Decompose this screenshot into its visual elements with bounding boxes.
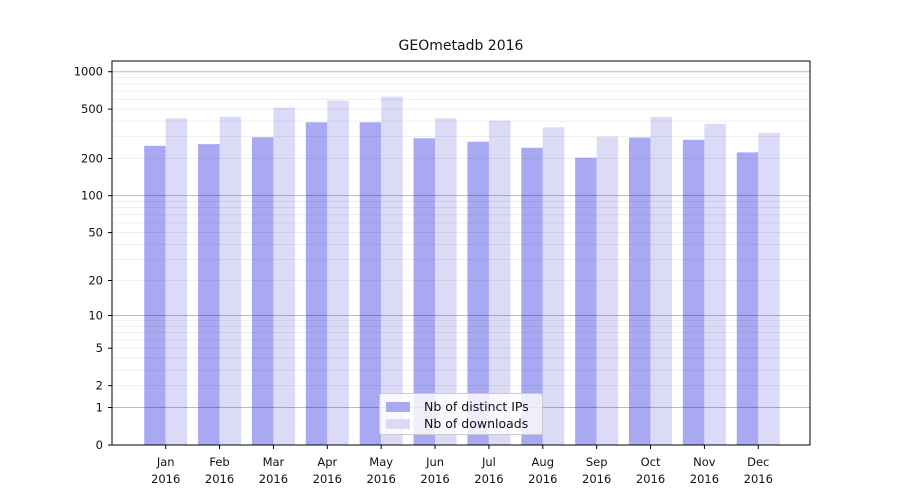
bar-distinct-ips-mar — [251, 137, 274, 445]
x-tick-label-month: Jul — [481, 455, 496, 469]
y-tick-label: 1000 — [74, 65, 103, 79]
bar-downloads-apr — [327, 100, 349, 445]
legend-swatch-downloads — [386, 418, 410, 429]
bar-downloads-jul — [488, 120, 511, 445]
x-tick-label-month: Nov — [693, 455, 716, 469]
y-tick-label: 1 — [96, 401, 103, 415]
y-tick-label: 2 — [96, 379, 103, 393]
y-tick-label: 50 — [88, 226, 103, 240]
bar-distinct-ips-feb — [198, 144, 220, 445]
bar-downloads-jan — [165, 118, 188, 446]
x-tick-label-year: 2016 — [636, 472, 665, 486]
bar-distinct-ips-jun — [413, 138, 436, 445]
legend-row-distinct-ips: Nb of distinct IPs — [386, 398, 542, 415]
bar-distinct-ips-jul — [467, 141, 489, 446]
x-tick-label-year: 2016 — [474, 472, 503, 486]
y-tick-label: 10 — [88, 308, 103, 322]
x-tick-label-year: 2016 — [528, 472, 557, 486]
bar-downloads-mar — [273, 107, 295, 445]
legend-row-downloads: Nb of downloads — [386, 415, 542, 432]
x-tick-label-month: Apr — [317, 455, 337, 469]
y-tick-label: 200 — [81, 151, 103, 165]
x-tick-label-year: 2016 — [205, 472, 234, 486]
x-tick-label-month: May — [369, 455, 393, 469]
legend-label-downloads: Nb of downloads — [424, 416, 529, 431]
y-tick-label: 100 — [81, 189, 103, 203]
x-tick-label-year: 2016 — [582, 472, 611, 486]
x-tick-label-month: Feb — [209, 455, 229, 469]
y-tick-label: 0 — [96, 438, 103, 452]
bar-distinct-ips-oct — [629, 137, 651, 445]
x-tick-label-year: 2016 — [259, 472, 288, 486]
x-tick-label-month: Dec — [747, 455, 769, 469]
x-tick-label-year: 2016 — [690, 472, 719, 486]
bar-downloads-aug — [542, 127, 565, 445]
x-tick-label-year: 2016 — [744, 472, 773, 486]
bar-distinct-ips-may — [359, 122, 382, 445]
plot-border — [111, 60, 811, 446]
legend-label-distinct-ips: Nb of distinct IPs — [424, 399, 529, 414]
bar-downloads-nov — [704, 123, 726, 445]
bar-distinct-ips-apr — [305, 122, 328, 445]
bar-downloads-sep — [596, 136, 619, 445]
y-tick-label: 500 — [81, 102, 103, 116]
bar-downloads-may — [381, 96, 403, 445]
x-tick-label-month: Sep — [586, 455, 608, 469]
legend-swatch-distinct-ips — [386, 401, 410, 412]
legend: Nb of distinct IPs Nb of downloads — [379, 393, 543, 435]
bar-downloads-dec — [758, 132, 780, 446]
bar-downloads-oct — [650, 117, 673, 446]
bar-distinct-ips-dec — [736, 152, 759, 446]
bar-distinct-ips-nov — [682, 139, 705, 445]
y-tick-label: 5 — [96, 341, 103, 355]
x-tick-label-month: Jan — [156, 455, 175, 469]
x-tick-label-month: Jun — [425, 455, 444, 469]
x-tick-label-year: 2016 — [313, 472, 342, 486]
chart-title: GEOmetadb 2016 — [398, 38, 524, 54]
x-tick-label-year: 2016 — [367, 472, 396, 486]
bar-distinct-ips-sep — [575, 157, 597, 445]
x-tick-label-month: Oct — [641, 455, 661, 469]
bar-distinct-ips-aug — [521, 147, 543, 445]
x-tick-label-month: Mar — [263, 455, 285, 469]
y-tick-label: 20 — [88, 274, 103, 288]
bar-downloads-feb — [219, 116, 242, 445]
bar-downloads-jun — [435, 118, 457, 446]
x-tick-label-month: Aug — [532, 455, 554, 469]
x-tick-label-year: 2016 — [151, 472, 180, 486]
bar-distinct-ips-jan — [144, 145, 166, 445]
x-tick-label-year: 2016 — [420, 472, 449, 486]
